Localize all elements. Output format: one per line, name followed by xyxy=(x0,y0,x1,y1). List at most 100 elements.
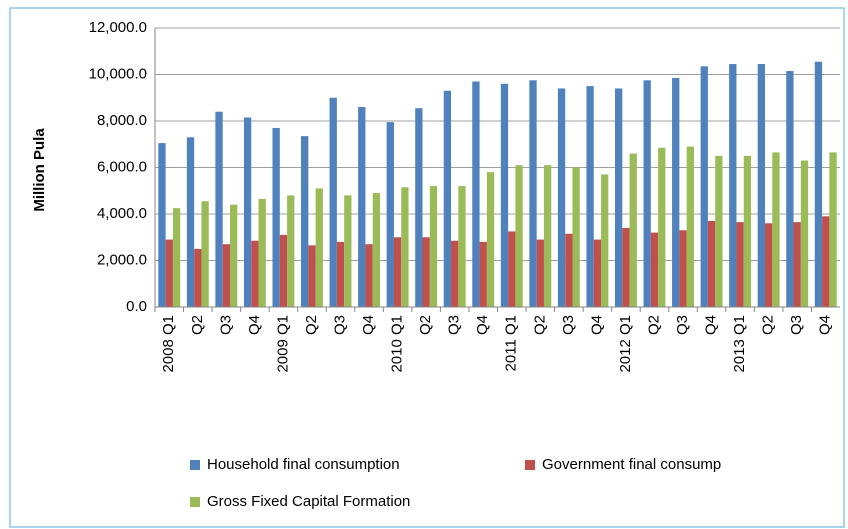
bar xyxy=(429,186,438,307)
bar xyxy=(822,216,830,307)
bar xyxy=(672,77,680,307)
y-axis-label: Million Pula xyxy=(31,128,48,212)
bar xyxy=(358,107,366,307)
bar xyxy=(279,234,288,307)
bar xyxy=(165,239,173,307)
x-tick-label: Q2 xyxy=(645,315,662,335)
bar xyxy=(287,195,295,307)
legend-swatch xyxy=(525,460,535,470)
bar xyxy=(586,86,594,307)
bar xyxy=(515,165,523,307)
legend-label: Government final consump xyxy=(542,456,721,473)
bar xyxy=(443,90,452,308)
x-tick-label: 2013 Q1 xyxy=(731,315,748,373)
bar xyxy=(629,153,637,307)
bar xyxy=(593,239,602,307)
bar xyxy=(772,152,780,307)
bar xyxy=(158,143,166,307)
bar xyxy=(643,80,651,307)
bar xyxy=(258,198,266,307)
legend-swatch xyxy=(190,460,200,470)
bar xyxy=(479,241,487,307)
bar xyxy=(308,245,316,307)
bar xyxy=(536,239,544,307)
x-tick-label: Q3 xyxy=(560,315,577,335)
bar xyxy=(272,127,280,307)
x-tick-label: 2009 Q1 xyxy=(274,315,291,373)
bar xyxy=(365,244,373,307)
bar xyxy=(700,66,708,307)
x-tick-label: 2008 Q1 xyxy=(160,315,177,373)
bar xyxy=(472,81,480,307)
bar xyxy=(829,152,837,307)
bar xyxy=(201,201,209,307)
bar xyxy=(458,186,466,307)
bar xyxy=(814,61,823,308)
x-tick-label: Q4 xyxy=(360,315,377,335)
x-tick-label: Q3 xyxy=(217,315,234,335)
bar xyxy=(800,160,809,307)
y-tick-label: 6,000.0 xyxy=(97,158,147,175)
bar xyxy=(194,248,202,307)
bar xyxy=(386,122,394,307)
legend-swatch xyxy=(190,497,200,507)
bar xyxy=(565,233,573,307)
bar xyxy=(393,237,402,307)
bar xyxy=(650,232,659,307)
bar xyxy=(422,237,430,307)
bar xyxy=(764,223,773,307)
bar xyxy=(686,146,694,307)
x-tick-label: Q4 xyxy=(246,315,263,335)
bar xyxy=(529,80,537,307)
x-tick-label: Q3 xyxy=(788,315,805,335)
bar xyxy=(658,147,666,307)
x-tick-label: Q4 xyxy=(588,315,605,335)
y-tick-label: 0.0 xyxy=(126,298,147,315)
bar xyxy=(243,117,252,307)
bar xyxy=(557,88,566,307)
bar xyxy=(230,204,238,307)
bar xyxy=(451,240,459,307)
bar xyxy=(336,241,345,307)
x-tick-label: Q3 xyxy=(446,315,463,335)
bar xyxy=(215,111,223,307)
bar xyxy=(486,172,495,307)
y-tick-label: 12,000.0 xyxy=(89,19,147,36)
x-tick-label: 2011 Q1 xyxy=(503,315,520,371)
bar xyxy=(315,188,323,307)
x-tick-label: Q2 xyxy=(417,315,434,335)
x-tick-label: Q2 xyxy=(189,315,206,335)
x-tick-label: Q2 xyxy=(531,315,548,335)
legend-label: Gross Fixed Capital Formation xyxy=(207,493,410,510)
x-tick-label: Q4 xyxy=(474,315,491,335)
bar xyxy=(707,220,716,307)
bar xyxy=(186,137,195,307)
x-tick-label: Q3 xyxy=(331,315,348,335)
x-tick-label: Q4 xyxy=(703,315,720,335)
bar xyxy=(172,208,181,307)
bar xyxy=(222,244,231,307)
y-tick-label: 2,000.0 xyxy=(97,251,147,268)
bar xyxy=(572,167,580,307)
bar xyxy=(729,64,737,307)
x-tick-label: Q2 xyxy=(303,315,320,335)
x-tick-label: 2012 Q1 xyxy=(617,315,634,373)
bar xyxy=(543,165,552,307)
bar xyxy=(508,231,516,307)
bar xyxy=(329,97,337,307)
x-tick-label: 2010 Q1 xyxy=(389,315,406,373)
bar xyxy=(743,155,752,307)
bar xyxy=(786,71,794,307)
bar xyxy=(715,155,723,307)
bar xyxy=(344,195,352,307)
x-tick-label: Q4 xyxy=(817,315,834,335)
bar xyxy=(757,64,765,307)
bar xyxy=(415,108,423,308)
bar xyxy=(601,174,609,307)
bar xyxy=(401,187,409,307)
bar xyxy=(372,193,381,307)
bar xyxy=(500,83,509,307)
bar xyxy=(622,227,630,307)
bar xyxy=(301,136,309,307)
